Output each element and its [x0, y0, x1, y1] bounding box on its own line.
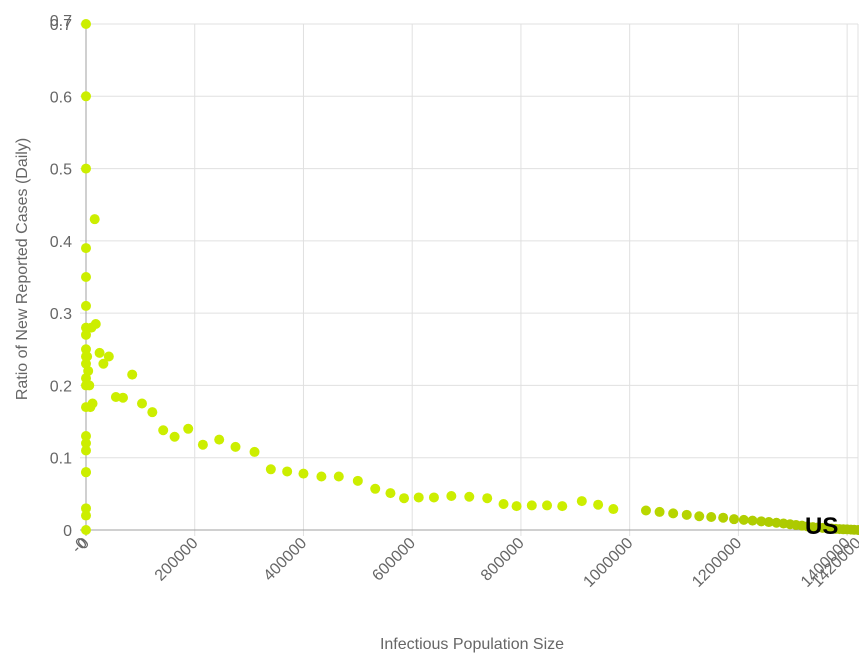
- axes: [80, 24, 858, 536]
- data-point: [87, 398, 98, 409]
- data-point: [747, 515, 758, 526]
- data-point: [136, 398, 147, 409]
- data-point: [214, 434, 225, 445]
- data-point: [282, 466, 293, 477]
- data-point: [84, 380, 95, 391]
- y-tick-label: 0.1: [50, 451, 72, 468]
- data-point: [147, 407, 158, 418]
- data-point: [370, 483, 381, 494]
- data-point: [413, 492, 424, 503]
- y-tick-label: 0: [63, 523, 72, 540]
- data-point: [738, 514, 749, 525]
- data-point: [81, 243, 91, 254]
- x-axis-title: Infectious Population Size: [380, 636, 564, 653]
- y-tick-label: 0.4: [50, 234, 72, 251]
- data-point: [316, 471, 327, 482]
- data-point: [482, 493, 493, 504]
- data-point: [718, 512, 729, 523]
- data-point: [197, 439, 208, 450]
- y-tick-label: 0.5: [50, 162, 72, 179]
- data-point: [542, 500, 553, 511]
- y-tick-label: 0.7: [50, 13, 72, 30]
- x-tick-label: 800000: [478, 535, 528, 585]
- data-point: [399, 493, 410, 504]
- data-point: [681, 509, 692, 520]
- data-point: [94, 347, 105, 358]
- data-point: [249, 446, 260, 457]
- data-point: [853, 525, 859, 535]
- data-point: [446, 491, 457, 502]
- y-tick-label: 0.3: [50, 306, 72, 323]
- data-point: [81, 329, 91, 340]
- y-tick-label: 0.7: [50, 17, 72, 34]
- series-label-us: US: [805, 513, 838, 540]
- data-point: [668, 508, 679, 519]
- data-point: [81, 525, 91, 535]
- data-point: [127, 369, 138, 380]
- data-point: [82, 351, 93, 362]
- x-tick-label: 600000: [369, 535, 419, 585]
- data-point: [576, 496, 587, 507]
- data-point: [230, 441, 241, 452]
- data-point: [81, 19, 91, 29]
- data-point: [81, 467, 91, 478]
- data-point: [81, 163, 91, 174]
- data-point: [81, 91, 91, 102]
- tick-labels: 0 200000 400000 600000 800000 1000000 1200000 1…: [50, 13, 859, 591]
- data-point: [169, 431, 180, 442]
- x-tick-label: 1200000: [689, 535, 745, 591]
- data-point: [526, 500, 537, 511]
- data-point: [640, 505, 651, 516]
- x-tick-label: 1000000: [580, 535, 636, 591]
- data-point: [89, 214, 100, 225]
- x-tick-label: 200000: [152, 535, 202, 585]
- data-point: [81, 510, 91, 521]
- y-axis-title: Ratio of New Reported Cases (Daily): [14, 138, 31, 400]
- data-point: [729, 514, 740, 525]
- x-tick-label: -0: [69, 535, 91, 557]
- data-point: [83, 365, 94, 376]
- data-point: [511, 501, 522, 512]
- data-point: [498, 498, 509, 509]
- y-tick-label: 0.2: [50, 378, 72, 395]
- data-point: [763, 517, 774, 528]
- data-point: [608, 504, 619, 515]
- data-point: [385, 488, 396, 499]
- data-point: [183, 423, 194, 434]
- data-point: [352, 475, 363, 486]
- data-point: [90, 318, 101, 329]
- data-point: [464, 491, 475, 502]
- x-tick-label: 400000: [261, 535, 311, 585]
- data-point: [654, 506, 665, 517]
- data-point: [117, 392, 128, 403]
- data-point: [81, 445, 91, 456]
- data-point: [298, 468, 309, 479]
- data-point: [756, 516, 767, 527]
- grid-lines: [80, 23, 859, 536]
- data-point: [428, 492, 439, 503]
- data-point: [694, 511, 705, 522]
- data-point: [81, 438, 91, 449]
- data-point: [265, 464, 276, 475]
- data-point: [103, 351, 114, 362]
- data-points: [81, 19, 859, 535]
- data-point: [98, 358, 109, 369]
- data-point: [706, 511, 717, 522]
- y-tick-label: 0.6: [50, 89, 72, 106]
- data-point: [81, 272, 91, 282]
- data-point: [333, 471, 344, 482]
- data-point: [557, 501, 568, 512]
- data-point: [81, 503, 91, 514]
- data-point: [158, 425, 169, 436]
- data-point: [81, 300, 91, 311]
- data-point: [593, 499, 604, 510]
- data-point: [81, 431, 91, 442]
